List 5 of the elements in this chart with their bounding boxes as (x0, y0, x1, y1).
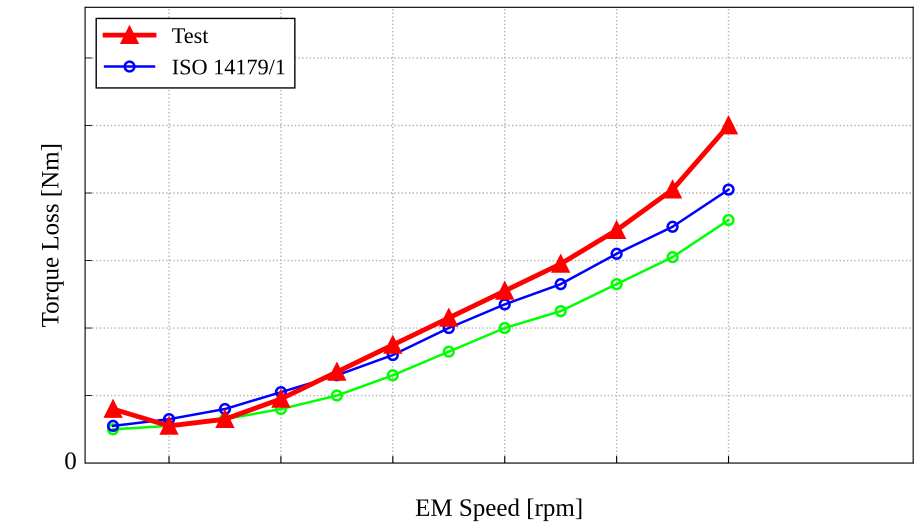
legend-label: ISO 14179/1 (172, 60, 285, 75)
y-axis-title: Torque Loss [Nm] (41, 144, 64, 327)
text: 0 (65, 452, 76, 470)
legend-label: Test (172, 28, 208, 44)
x-axis-title: EM Speed [rpm] (416, 498, 582, 522)
